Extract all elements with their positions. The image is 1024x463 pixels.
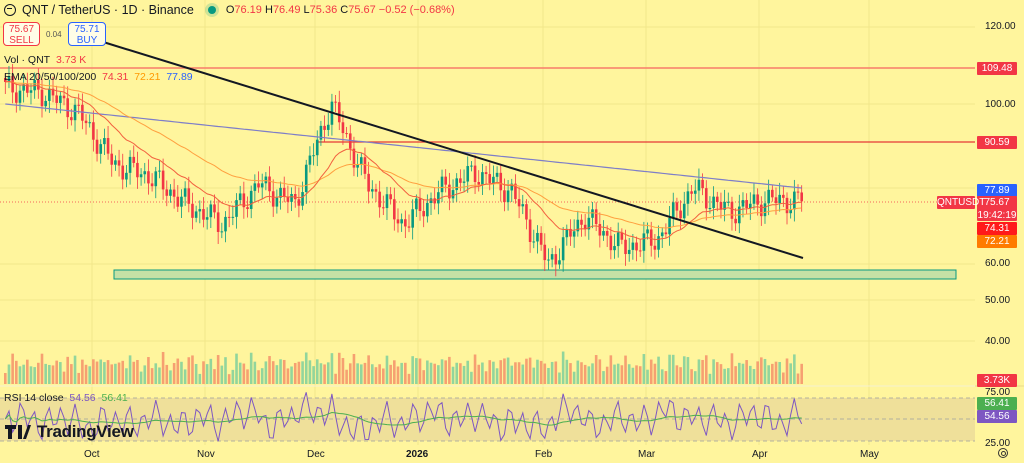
sell-button[interactable]: 75.67 SELL	[3, 22, 40, 46]
ema20-line	[5, 80, 802, 241]
date-label: 2026	[406, 449, 429, 460]
date-label: Dec	[307, 449, 325, 460]
date-label: Mar	[638, 449, 656, 460]
rsi-line	[4, 392, 803, 442]
settings-gear-icon[interactable]	[998, 448, 1008, 458]
rsi-axis-tick: 75.00	[985, 387, 1011, 398]
rsi-axis-tick: 25.00	[985, 438, 1011, 449]
buy-price: 75.71	[74, 24, 100, 35]
spread-value: 0.04	[46, 30, 62, 39]
axis-tick: 40.00	[985, 336, 1011, 347]
ema20-tag: 74.31	[977, 222, 1017, 235]
volume-legend[interactable]: Vol · QNT 3.73 K	[4, 54, 87, 66]
symbol-title[interactable]: QNT / TetherUS · 1D · Binance	[22, 3, 194, 17]
ema100-tag: 77.89	[977, 184, 1017, 197]
market-open-icon	[207, 6, 216, 14]
support-zone	[113, 269, 957, 280]
level-tag-90: 90.59	[977, 136, 1017, 149]
axis-tick: 50.00	[985, 295, 1011, 306]
date-label: Oct	[84, 449, 100, 460]
last-price-tag: 75.67 19:42:19	[977, 196, 1017, 221]
ema50-tag: 72.21	[977, 235, 1017, 248]
rsi-tag: 54.56	[977, 410, 1017, 423]
date-label: Feb	[535, 449, 553, 460]
ema50-line	[5, 81, 802, 229]
level-tag-109: 109.48	[977, 62, 1017, 75]
axis-tick: 60.00	[985, 258, 1011, 269]
symbol-logo-icon	[4, 4, 16, 16]
date-label: May	[860, 449, 879, 460]
rsi-ma-tag: 56.41	[977, 397, 1017, 410]
volume-tag: 3.73K	[977, 374, 1017, 387]
volume-bars	[4, 351, 803, 384]
rsi-ma-line	[4, 411, 802, 426]
grid	[0, 0, 975, 445]
date-label: Apr	[752, 449, 768, 460]
symbol-tag: QNTUSDT	[937, 196, 986, 209]
tradingview-logo[interactable]: TradingView	[5, 422, 134, 442]
rsi-legend[interactable]: RSI 14 close 54.56 56.41	[4, 392, 128, 404]
ema100-line	[5, 103, 802, 189]
sell-label: SELL	[9, 35, 34, 46]
axis-tick: 120.00	[985, 21, 1016, 32]
buy-button[interactable]: 75.71 BUY	[68, 22, 106, 46]
candles	[4, 63, 803, 277]
axis-tick: 100.00	[985, 99, 1016, 110]
buy-label: BUY	[76, 35, 98, 46]
chart-header: QNT / TetherUS · 1D · Binance O76.19 H76…	[4, 3, 455, 17]
ohlc-values: O76.19 H76.49 L75.36 C75.67 −0.52 (−0.68…	[225, 4, 455, 16]
sell-price: 75.67	[8, 24, 35, 35]
tradingview-logo-icon	[5, 425, 31, 439]
date-label: Nov	[197, 449, 215, 460]
descending-trendline	[99, 40, 804, 259]
bar-countdown: 19:42:19	[977, 210, 1017, 221]
ema-legend[interactable]: EMA 20/50/100/200 74.31 72.21 77.89	[4, 71, 193, 83]
